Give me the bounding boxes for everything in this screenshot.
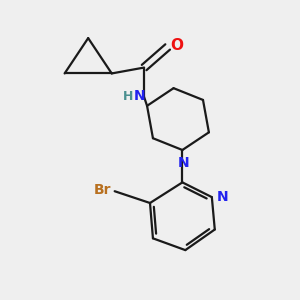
Text: N: N — [216, 190, 228, 204]
Text: N: N — [134, 88, 146, 103]
Text: N: N — [178, 156, 190, 170]
Text: H: H — [123, 91, 133, 103]
Text: O: O — [171, 38, 184, 53]
Text: Br: Br — [94, 183, 112, 197]
